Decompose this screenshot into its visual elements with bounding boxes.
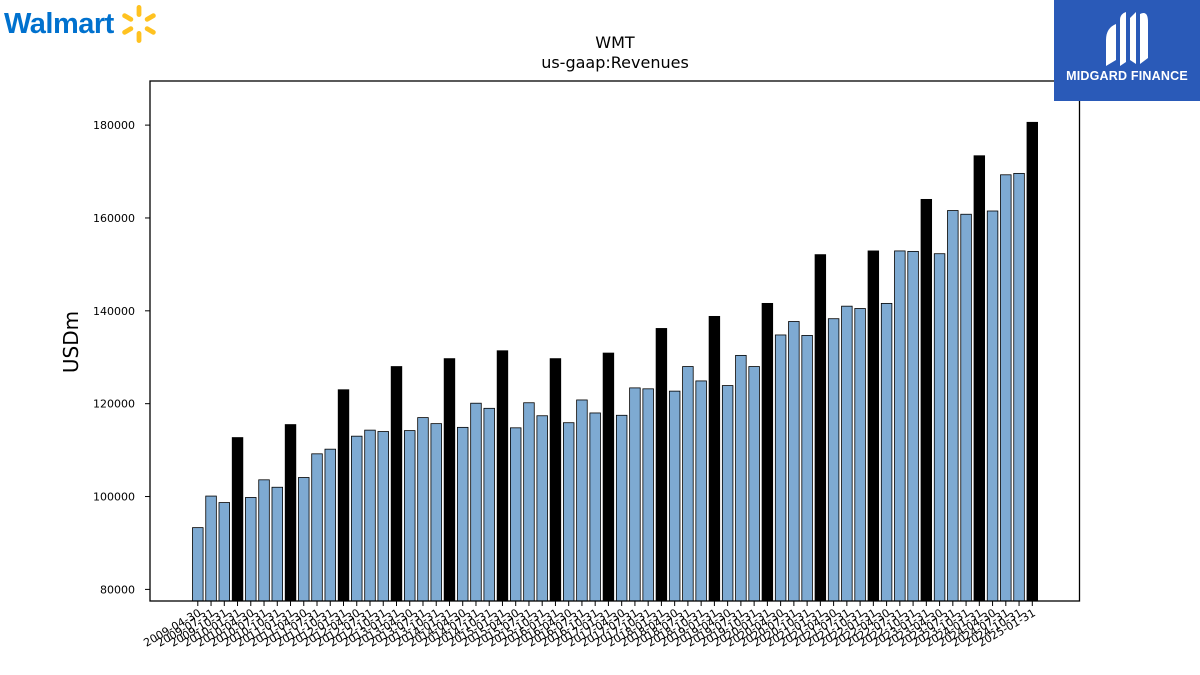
x-axis-ticks: 2009-04-302009-07-312009-10-312010-01-31…: [141, 601, 1038, 650]
bar-2022-01-31: [867, 250, 880, 602]
bar-2021-10-31: [854, 308, 866, 602]
bar-2019-10-31: [748, 366, 760, 602]
bar-2009-04-30: [192, 527, 204, 602]
chart-subtitle: us-gaap:Revenues: [541, 53, 689, 72]
bar-2010-10-31: [271, 486, 283, 602]
bar-2022-10-31: [907, 250, 919, 602]
walmart-logo: Walmart: [4, 2, 160, 46]
bar-2015-07-31: [523, 402, 535, 602]
bar-2017-07-31: [629, 387, 641, 602]
bar-2017-10-31: [642, 388, 654, 602]
bar-2024-07-31: [1000, 174, 1012, 602]
bars-layer: [192, 121, 1039, 602]
bar-2024-10-31: [1013, 172, 1025, 602]
bar-2017-04-30: [615, 414, 628, 602]
bar-2016-01-31: [549, 358, 562, 602]
y-tick-label: 100000: [93, 491, 135, 504]
bar-2015-04-30: [509, 427, 522, 602]
bar-2020-10-31: [801, 335, 813, 602]
bar-2020-07-31: [788, 321, 800, 602]
bar-2021-01-31: [814, 254, 827, 602]
bar-2022-04-30: [880, 302, 893, 602]
bar-2013-10-31: [430, 423, 442, 602]
bar-2016-04-30: [562, 422, 575, 602]
bar-2011-04-30: [298, 477, 310, 602]
bar-2024-04-30: [986, 210, 999, 602]
bar-2017-01-31: [602, 352, 615, 602]
bar-2009-10-31: [218, 502, 230, 602]
bar-2015-10-31: [536, 415, 548, 602]
bar-2021-04-30: [827, 318, 840, 602]
bar-2014-10-31: [483, 407, 495, 602]
bar-2021-07-31: [841, 305, 853, 602]
midgard-emblem-icon: [1106, 12, 1148, 66]
bar-2025-01-31: [1026, 121, 1039, 602]
bar-2023-10-31: [960, 213, 972, 602]
chart-title: WMT: [595, 33, 635, 52]
bar-2014-07-31: [470, 402, 482, 602]
bar-2023-04-30: [933, 253, 946, 602]
bar-2014-04-30: [457, 426, 469, 602]
bar-2010-04-30: [245, 497, 257, 602]
bar-2013-01-31: [390, 366, 403, 602]
bar-2020-01-31: [761, 302, 774, 602]
bar-2014-01-31: [443, 358, 456, 602]
bar-2016-07-31: [576, 399, 588, 602]
bar-2013-07-31: [417, 417, 429, 602]
y-tick-label: 80000: [100, 583, 135, 596]
bar-2012-01-31: [337, 389, 350, 602]
walmart-spark-icon: [122, 5, 156, 43]
y-tick-label: 160000: [93, 212, 135, 225]
bar-2018-01-31: [655, 328, 668, 602]
bar-2012-07-31: [364, 429, 376, 602]
bar-2010-07-31: [258, 479, 270, 602]
bar-2012-04-30: [351, 435, 363, 602]
bar-2015-01-31: [496, 350, 509, 602]
bar-2012-10-31: [377, 431, 389, 602]
bar-2016-10-31: [589, 412, 601, 602]
bar-2020-04-30: [774, 334, 787, 602]
midgard-finance-name: MIDGARD FINANCE: [1066, 69, 1188, 83]
y-tick-label: 120000: [93, 398, 135, 411]
bar-2022-07-31: [894, 250, 906, 602]
bar-2013-04-30: [404, 430, 416, 602]
bar-2018-10-31: [695, 380, 707, 602]
bar-2018-07-31: [682, 366, 694, 602]
y-axis-ticks: 80000 100000 120000 140000 160000 180000: [93, 119, 150, 596]
bar-2019-07-31: [735, 354, 747, 602]
bar-2023-07-31: [947, 210, 959, 602]
plot-frame: [149, 80, 1081, 602]
y-axis-label: USDm: [59, 311, 83, 373]
bar-2011-01-31: [284, 424, 297, 602]
y-tick-label: 140000: [93, 305, 135, 318]
bar-2024-01-31: [973, 155, 986, 602]
midgard-finance-logo: MIDGARD FINANCE: [1054, 0, 1200, 101]
bar-2018-04-30: [668, 390, 681, 602]
y-tick-label: 180000: [93, 119, 135, 132]
bar-2019-04-30: [721, 385, 734, 602]
bar-2023-01-31: [920, 198, 933, 602]
bar-2011-07-31: [311, 453, 323, 602]
bar-2011-10-31: [324, 448, 336, 602]
bar-2019-01-31: [708, 315, 721, 602]
bar-2010-01-31: [231, 437, 244, 602]
walmart-logo-text: Walmart: [4, 7, 114, 40]
bar-2009-07-31: [205, 495, 217, 602]
